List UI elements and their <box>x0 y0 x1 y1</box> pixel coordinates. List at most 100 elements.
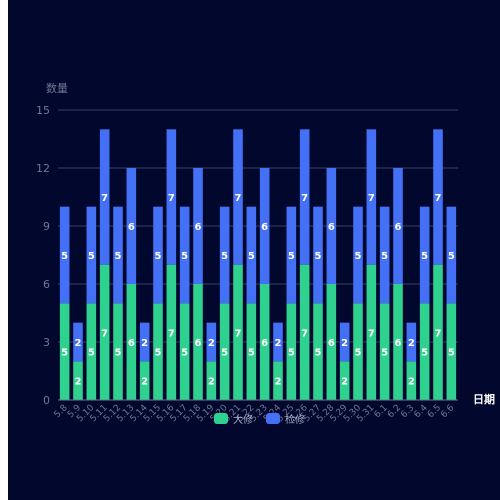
bar-jianxiu[interactable] <box>153 206 163 304</box>
bar-jianxiu[interactable] <box>246 206 257 304</box>
y-tick-label: 6 <box>43 278 50 291</box>
bar-daxiu[interactable] <box>273 361 283 400</box>
bar-daxiu[interactable] <box>126 284 137 400</box>
bar-daxiu[interactable] <box>73 361 83 400</box>
bar-jianxiu[interactable] <box>393 168 403 284</box>
bar-value-label: 7 <box>435 193 442 204</box>
bar-value-label: 6 <box>128 222 135 233</box>
bar-value-label: 2 <box>141 338 148 349</box>
bar-jianxiu[interactable] <box>166 129 177 265</box>
bar-daxiu[interactable] <box>406 361 417 400</box>
bar-jianxiu[interactable] <box>286 206 297 304</box>
bar-jianxiu[interactable] <box>206 322 217 362</box>
legend-label: 大修 <box>233 413 253 426</box>
bar-jianxiu[interactable] <box>233 129 243 265</box>
bar-value-label: 5 <box>355 251 362 262</box>
bar-daxiu[interactable] <box>326 284 337 400</box>
bar-value-label: 5 <box>181 251 188 262</box>
bar-value-label: 2 <box>75 338 82 349</box>
bar-value-label: 6 <box>328 338 335 349</box>
bar-daxiu[interactable] <box>206 361 217 400</box>
bar-value-label: 5 <box>155 348 162 359</box>
bar-daxiu[interactable] <box>113 303 123 400</box>
bar-daxiu[interactable] <box>246 303 257 400</box>
x-axis-ticks: 5.85.95.105.115.125.135.145.155.165.175.… <box>53 403 457 424</box>
bar-daxiu[interactable] <box>339 361 350 400</box>
bar-daxiu[interactable] <box>219 303 230 400</box>
bar-jianxiu[interactable] <box>313 206 323 304</box>
bar-jianxiu[interactable] <box>433 129 443 265</box>
bar-jianxiu[interactable] <box>339 322 350 362</box>
bar-value-label: 5 <box>88 348 95 359</box>
bar-daxiu[interactable] <box>233 264 243 400</box>
y-axis-ticks: 0 3 6 9 12 15 <box>36 104 50 407</box>
bar-daxiu[interactable] <box>393 284 403 400</box>
bar-jianxiu[interactable] <box>126 168 137 284</box>
bar-value-label: 7 <box>301 328 308 339</box>
bar-jianxiu[interactable] <box>366 129 377 265</box>
bar-value-label: 2 <box>408 377 415 388</box>
bar-daxiu[interactable] <box>259 284 270 400</box>
bar-value-label: 2 <box>208 377 215 388</box>
bar-value-label: 5 <box>355 348 362 359</box>
bar-value-label: 5 <box>448 348 455 359</box>
bar-value-label: 7 <box>368 328 375 339</box>
bar-value-label: 5 <box>181 348 188 359</box>
bar-value-label: 2 <box>341 338 348 349</box>
bar-value-label: 2 <box>208 338 215 349</box>
bar-jianxiu[interactable] <box>59 206 70 304</box>
legend-item[interactable]: 检修 <box>266 413 305 426</box>
bar-daxiu[interactable] <box>86 303 97 400</box>
bar-value-label: 5 <box>115 348 122 359</box>
bar-jianxiu[interactable] <box>273 322 283 362</box>
bar-value-label: 5 <box>61 251 68 262</box>
bar-daxiu[interactable] <box>433 264 443 400</box>
bar-value-label: 5 <box>288 348 295 359</box>
bar-jianxiu[interactable] <box>299 129 310 265</box>
bar-value-label: 6 <box>261 338 268 349</box>
bar-jianxiu[interactable] <box>193 168 203 284</box>
bar-daxiu[interactable] <box>179 303 190 400</box>
bar-jianxiu[interactable] <box>419 206 430 304</box>
bar-jianxiu[interactable] <box>99 129 110 265</box>
bar-daxiu[interactable] <box>59 303 70 400</box>
bar-jianxiu[interactable] <box>73 322 83 362</box>
bar-jianxiu[interactable] <box>139 322 150 362</box>
bar-daxiu[interactable] <box>313 303 323 400</box>
bar-daxiu[interactable] <box>353 303 363 400</box>
bar-value-label: 5 <box>448 251 455 262</box>
bar-jianxiu[interactable] <box>353 206 363 304</box>
bar-jianxiu[interactable] <box>219 206 230 304</box>
bar-value-label: 6 <box>128 338 135 349</box>
bar-daxiu[interactable] <box>379 303 390 400</box>
bar-daxiu[interactable] <box>166 264 177 400</box>
bar-jianxiu[interactable] <box>326 168 337 284</box>
y-tick-label: 9 <box>43 220 50 233</box>
bar-daxiu[interactable] <box>153 303 163 400</box>
bar-value-label: 7 <box>168 328 175 339</box>
bar-jianxiu[interactable] <box>113 206 123 304</box>
bar-daxiu[interactable] <box>193 284 203 400</box>
bar-jianxiu[interactable] <box>86 206 97 304</box>
bar-jianxiu[interactable] <box>406 322 417 362</box>
bar-daxiu[interactable] <box>366 264 377 400</box>
bar-value-label: 5 <box>381 251 388 262</box>
bar-daxiu[interactable] <box>419 303 430 400</box>
bar-jianxiu[interactable] <box>179 206 190 304</box>
legend-item[interactable]: 大修 <box>214 413 253 426</box>
bar-jianxiu[interactable] <box>259 168 270 284</box>
bar-value-label: 5 <box>61 348 68 359</box>
bar-daxiu[interactable] <box>299 264 310 400</box>
bar-jianxiu[interactable] <box>379 206 390 304</box>
bar-value-label: 2 <box>75 377 82 388</box>
bar-daxiu[interactable] <box>139 361 150 400</box>
bar-daxiu[interactable] <box>99 264 110 400</box>
bar-jianxiu[interactable] <box>446 206 457 304</box>
bar-daxiu[interactable] <box>286 303 297 400</box>
bar-value-label: 5 <box>381 348 388 359</box>
legend: 大修 检修 <box>214 413 305 426</box>
bar-daxiu[interactable] <box>446 303 457 400</box>
bar-value-label: 7 <box>235 193 242 204</box>
bar-value-label: 6 <box>395 222 402 233</box>
